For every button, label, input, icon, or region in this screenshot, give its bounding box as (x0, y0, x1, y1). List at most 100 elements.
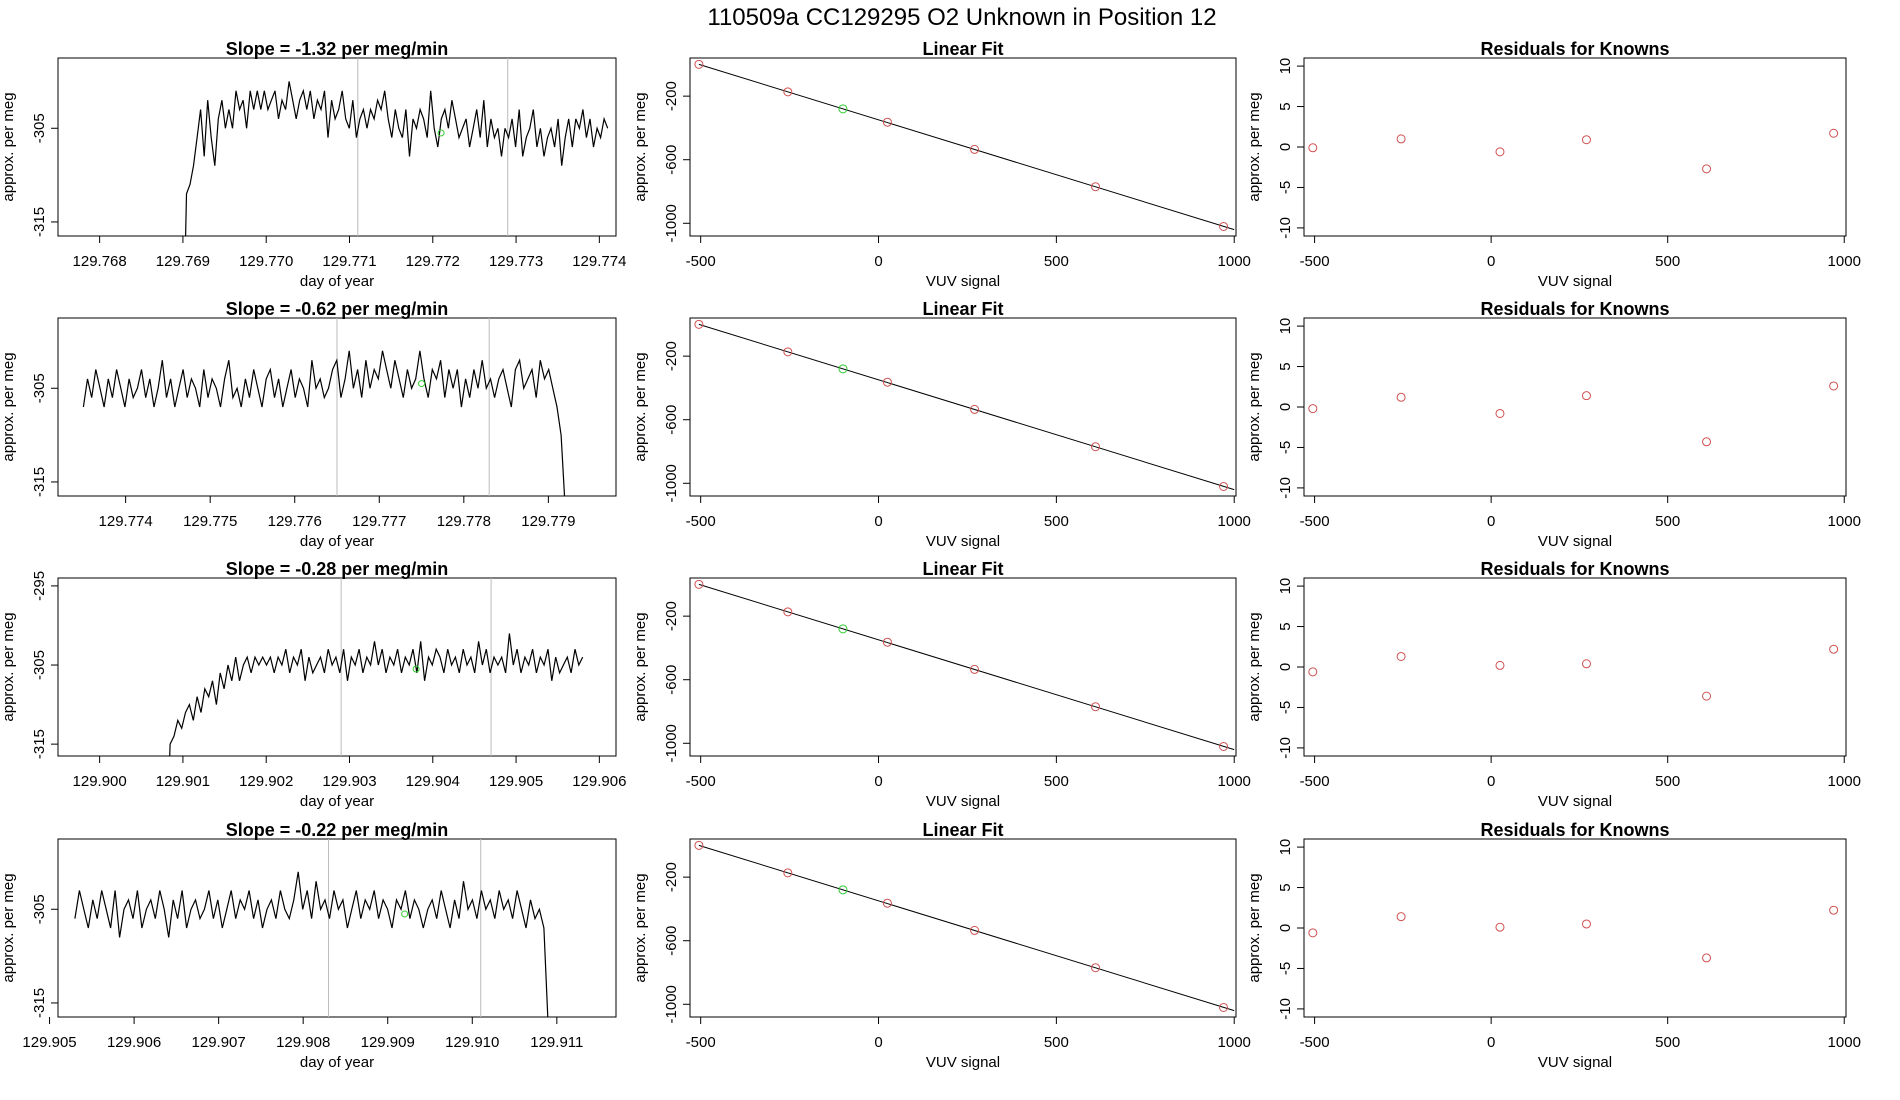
x-tick-label: 1000 (1828, 773, 1861, 790)
plot-area (1308, 128, 1839, 174)
y-tick-label: -10 (1277, 217, 1294, 239)
x-tick-label: 129.907 (192, 1034, 246, 1051)
panel-grid: Slope = -1.32 per meg/min day of year appr… (0, 39, 1861, 1071)
residual-point (1396, 134, 1406, 144)
residual-point (1829, 128, 1839, 138)
x-tick-label: 129.902 (239, 773, 293, 790)
x-tick-label: 500 (1655, 773, 1680, 790)
x-tick-label: 129.769 (156, 253, 210, 270)
y-tick-label: -10 (1277, 477, 1294, 499)
known-point (1219, 221, 1229, 231)
y-tick-label: -200 (663, 862, 680, 892)
y-axis-label: approx. per meg (0, 352, 17, 461)
x-axis-label: VUV signal (926, 273, 1000, 290)
y-tick-label: -10 (1277, 998, 1294, 1020)
residual-point (1702, 691, 1712, 701)
residual-point (1581, 659, 1591, 669)
y-tick-label: -200 (663, 81, 680, 111)
residual-point (1829, 644, 1839, 654)
known-point (783, 868, 793, 878)
y-tick-label: 10 (1277, 578, 1294, 595)
panel-title: Slope = -0.62 per meg/min (226, 299, 449, 319)
x-tick-label: 129.910 (445, 1034, 499, 1051)
line-panel-0: Slope = -1.32 per meg/min day of year appr… (0, 39, 626, 290)
y-tick-label: 5 (1277, 622, 1294, 630)
y-tick-label: -1000 (663, 724, 680, 762)
plot-area (694, 579, 1235, 751)
y-tick-label: 0 (1277, 403, 1294, 411)
fit-line (698, 63, 1235, 231)
fit-panel-1: Linear Fit VUV signal approx. per meg -500 0… (632, 299, 1251, 550)
plot-frame (689, 577, 1237, 757)
x-axis-label: VUV signal (926, 533, 1000, 550)
residual-point (1581, 135, 1591, 145)
y-tick-label: -315 (31, 467, 48, 497)
x-tick-label: 129.777 (352, 513, 406, 530)
residual-point (1702, 953, 1712, 963)
plot-area (694, 59, 1235, 231)
panel-title: Residuals for Knowns (1480, 820, 1669, 840)
fit-line (698, 323, 1235, 491)
line-panel-2: Slope = -0.28 per meg/min day of year appr… (0, 559, 626, 810)
y-tick-label: 0 (1277, 663, 1294, 671)
panel-title: Residuals for Knowns (1480, 299, 1669, 319)
y-tick-label: -315 (31, 729, 48, 759)
plot-frame (689, 57, 1237, 237)
line-panel-3: Slope = -0.22 per meg/min day of year appr… (0, 820, 617, 1071)
y-tick-label: -305 (31, 650, 48, 680)
y-tick-label: 5 (1277, 362, 1294, 370)
known-point (1090, 182, 1100, 192)
y-axis-label: approx. per meg (632, 873, 649, 982)
resid-panel-0: Residuals for Knowns VUV signal approx. pe… (1246, 39, 1861, 290)
x-tick-label: 500 (1655, 1034, 1680, 1051)
unknown-point (412, 665, 420, 673)
y-tick-label: -5 (1277, 441, 1294, 454)
x-tick-label: -500 (1300, 1034, 1330, 1051)
x-tick-label: 129.774 (572, 253, 626, 270)
plot-frame (57, 577, 617, 757)
unknown-point (401, 910, 409, 918)
plot-area (169, 578, 584, 756)
x-tick-label: 129.906 (107, 1034, 161, 1051)
series-line (184, 81, 609, 236)
known-point (970, 925, 980, 935)
panel-title: Linear Fit (922, 559, 1003, 579)
panel-title: Slope = -0.28 per meg/min (226, 559, 449, 579)
known-point (970, 404, 980, 414)
x-tick-label: 500 (1044, 773, 1069, 790)
residual-point (1829, 381, 1839, 391)
x-tick-label: 129.901 (156, 773, 210, 790)
x-tick-label: 0 (1487, 253, 1495, 270)
y-tick-label: 10 (1277, 839, 1294, 856)
x-tick-label: 129.908 (276, 1034, 330, 1051)
x-tick-label: 0 (874, 513, 882, 530)
x-axis-label: VUV signal (1538, 533, 1612, 550)
x-tick-label: -500 (686, 1034, 716, 1051)
y-tick-label: -1000 (663, 985, 680, 1023)
y-axis-label: approx. per meg (632, 92, 649, 201)
y-tick-label: -5 (1277, 701, 1294, 714)
residual-point (1829, 905, 1839, 915)
y-tick-label: -305 (31, 373, 48, 403)
unknown-point (838, 624, 848, 634)
y-tick-label: -1000 (663, 464, 680, 502)
y-axis-label: approx. per meg (1246, 352, 1263, 461)
known-point (1219, 481, 1229, 491)
known-point (1219, 741, 1229, 751)
residual-point (1308, 143, 1318, 153)
plot-area (82, 318, 566, 496)
x-tick-label: 129.768 (73, 253, 127, 270)
x-tick-label: 500 (1655, 253, 1680, 270)
x-axis-label: VUV signal (926, 793, 1000, 810)
x-tick-label: -500 (1300, 513, 1330, 530)
x-tick-label: -500 (686, 513, 716, 530)
y-tick-label: -200 (663, 601, 680, 631)
x-tick-label: 129.774 (99, 513, 153, 530)
panel-title: Linear Fit (922, 299, 1003, 319)
x-tick-label: 500 (1655, 513, 1680, 530)
fit-panel-2: Linear Fit VUV signal approx. per meg -500 0… (632, 559, 1251, 810)
plot-area (1308, 381, 1839, 447)
x-axis-label: day of year (300, 273, 374, 290)
y-tick-label: -305 (31, 113, 48, 143)
x-tick-label: 129.775 (183, 513, 237, 530)
